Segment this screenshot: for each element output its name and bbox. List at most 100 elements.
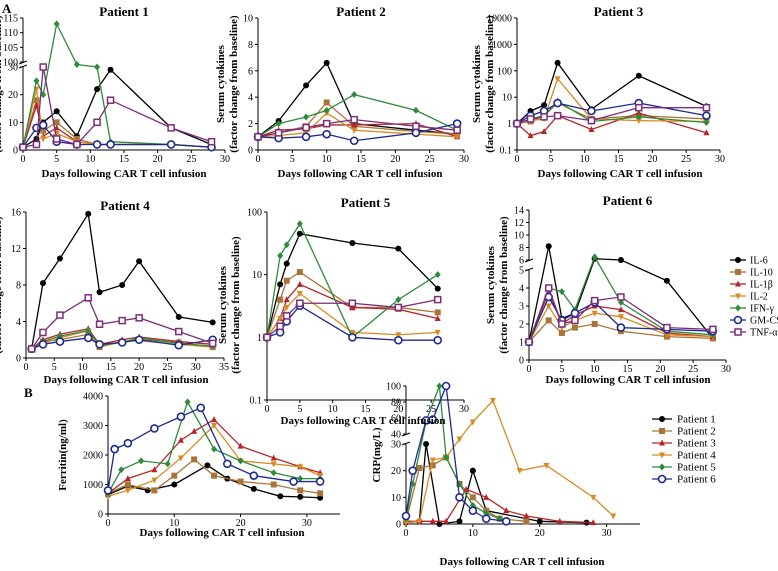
y-label-line-1: Serum cytokines — [485, 245, 497, 324]
data-point — [617, 293, 625, 301]
panel-letter-b: B — [24, 385, 33, 400]
data-point — [106, 140, 115, 149]
x-tick-label: 20 — [153, 154, 163, 165]
y-tick-label: 0 — [16, 354, 21, 365]
data-point — [554, 59, 561, 66]
data-point — [468, 506, 478, 515]
y-tick-label: 10 — [514, 231, 524, 242]
y-label-line-2: (factor change from baseline) — [484, 15, 496, 153]
x-tick-label: 30 — [602, 528, 612, 539]
series-patient-6 — [103, 403, 325, 495]
data-point — [456, 436, 463, 443]
data-point — [118, 466, 125, 474]
y-tick-label: 4 — [519, 284, 524, 295]
data-point — [703, 119, 710, 127]
data-point — [322, 129, 331, 139]
y-tick-label: 1000 — [83, 480, 103, 491]
legend-marker — [735, 293, 741, 300]
series-patient-5 — [105, 398, 324, 497]
panel-title: Patient 2 — [336, 4, 385, 19]
data-point — [436, 521, 443, 527]
data-point — [590, 296, 599, 305]
data-point — [124, 487, 131, 494]
y-axis-label-p4: Serum cytokines(factor change from basel… — [0, 216, 4, 354]
data-point — [301, 132, 311, 142]
data-point — [349, 136, 359, 146]
data-point — [394, 335, 403, 345]
data-point — [591, 310, 598, 317]
legend-marker — [735, 269, 741, 275]
data-point — [107, 66, 114, 73]
y-axis-label-p3: Serum cytokines (factor change from basel… — [471, 15, 496, 153]
data-point — [423, 441, 430, 447]
y-tick-label: 1 — [257, 333, 262, 344]
legend-label: IFN-γ — [750, 304, 774, 315]
data-point — [211, 472, 218, 479]
y-axis-label-p5: Serum cytokines (factor change from basel… — [217, 236, 242, 374]
y-tick-label: 100 — [247, 208, 262, 219]
data-point — [588, 125, 595, 132]
data-point — [434, 314, 441, 321]
data-point — [84, 294, 92, 302]
data-point — [270, 461, 277, 468]
legend-marker — [735, 257, 741, 263]
data-point — [526, 115, 535, 123]
series-tnf- — [19, 63, 216, 151]
x-tick-label: 15 — [119, 154, 129, 165]
data-point — [441, 381, 451, 391]
y-label-line-2: (factor change from baseline) — [0, 216, 4, 354]
data-point — [283, 241, 290, 249]
data-point — [616, 323, 626, 332]
data-point — [433, 335, 443, 345]
data-point — [702, 111, 711, 120]
data-point — [663, 323, 671, 332]
y-tick-label: 2 — [248, 119, 253, 130]
data-point — [175, 313, 182, 320]
data-point — [516, 468, 523, 475]
data-point — [587, 116, 596, 125]
y-label-line-1: Serum cytokines — [471, 44, 483, 123]
data-point — [303, 82, 310, 89]
data-point — [394, 303, 403, 312]
series-line — [107, 458, 321, 494]
data-point — [455, 493, 464, 502]
y-tick-label: 12 — [11, 244, 21, 255]
x-axis-label-p1: Days following CAR T cell infusion — [42, 168, 207, 180]
y-tick-label: 0 — [98, 510, 103, 521]
x-axis-label-p3: Days following CAR T cell infusion — [538, 168, 703, 180]
data-point — [106, 96, 115, 104]
data-point — [544, 284, 553, 292]
data-point — [412, 106, 419, 114]
data-point — [523, 512, 530, 519]
panel-title: Patient 1 — [99, 4, 148, 19]
data-point — [443, 453, 450, 461]
data-point — [317, 490, 324, 497]
data-point — [323, 99, 330, 106]
data-point — [39, 280, 46, 287]
data-point — [124, 481, 131, 488]
data-point — [177, 436, 184, 443]
y-tick-label: 8 — [519, 243, 524, 254]
data-point — [434, 309, 441, 316]
x-tick-label: 5 — [559, 364, 564, 375]
series-il-2 — [264, 291, 441, 341]
x-tick-label: 5 — [54, 154, 59, 165]
data-point — [703, 129, 710, 136]
x-tick-label: 20 — [390, 154, 400, 165]
x-tick-label: 15 — [623, 364, 633, 375]
data-point — [39, 63, 47, 71]
data-point — [489, 397, 496, 404]
data-point — [53, 108, 60, 115]
data-point — [207, 137, 216, 146]
panel-title: Patient 6 — [603, 193, 653, 208]
data-point — [541, 102, 548, 109]
data-point — [401, 511, 411, 521]
data-point — [237, 457, 244, 465]
chart-p3: 0 5 10 15 20 25 30 0.1 1 10 100 1000 10000 Patient 3 — [487, 4, 725, 165]
data-point — [93, 118, 101, 127]
x-axis-label-crp: Days following CAR T cell infusion — [440, 556, 605, 568]
panel-title: Patient 3 — [594, 4, 644, 19]
legend-label: Patient 4 — [677, 450, 716, 462]
y-tick-label: 1000 — [492, 40, 512, 51]
x-tick-label: 30 — [459, 404, 469, 415]
